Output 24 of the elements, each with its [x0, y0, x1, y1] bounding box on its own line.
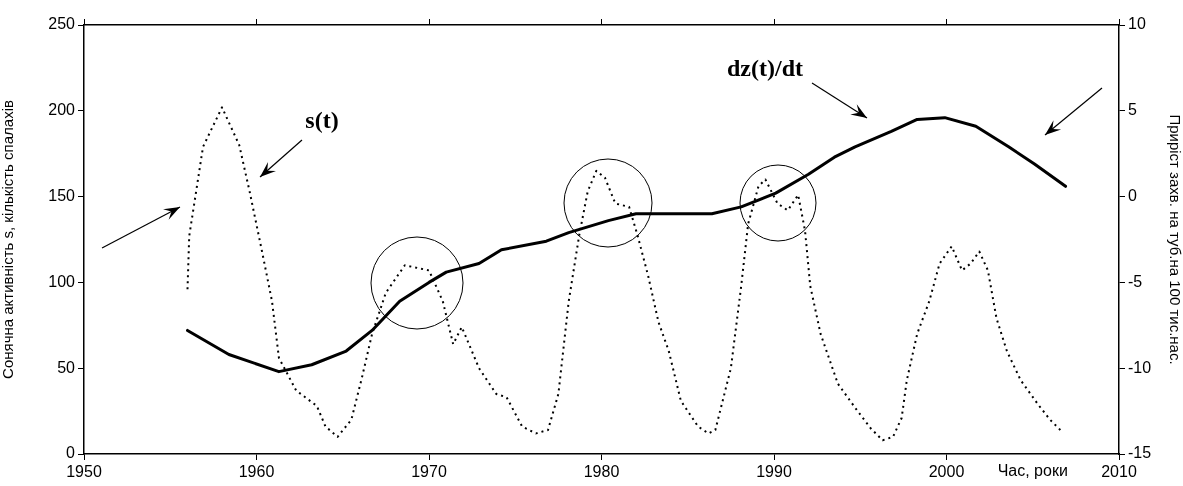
y2-tick-label: 10	[1128, 15, 1146, 33]
x-tick-label: 1960	[238, 463, 275, 481]
x-tick-label: 1950	[66, 463, 102, 481]
y-tick-label: 0	[66, 444, 76, 462]
y-tick-label: 100	[48, 272, 76, 290]
y-tick-label: 150	[48, 187, 76, 205]
x-axis-title: Час, роки	[997, 462, 1068, 480]
x-tick-label: 1970	[411, 463, 447, 481]
annotation: dz(t)/dt	[727, 55, 803, 82]
x-tick-label: 2010	[1101, 463, 1137, 481]
y-tick-label: 50	[57, 358, 76, 376]
y2-tick-label: 0	[1128, 187, 1137, 205]
y-tick-label: 200	[48, 101, 76, 119]
y-tick-label: 250	[48, 15, 76, 33]
y2-tick-label: 5	[1128, 101, 1137, 119]
annotation: s(t)	[305, 107, 339, 134]
y2-tick-label: -5	[1128, 272, 1143, 290]
x-tick-label: 1980	[583, 463, 620, 481]
x-tick-label: 1990	[756, 463, 792, 481]
y2-tick-label: -15	[1128, 444, 1152, 462]
y-axis-title: Сонячна активність s, кількість спалахів	[0, 100, 17, 379]
y2-axis-title: Приріст захв. на туб.на 100 тис.нас.	[1166, 114, 1183, 365]
x-tick-label: 2000	[928, 463, 965, 481]
y2-tick-label: -10	[1128, 358, 1152, 376]
